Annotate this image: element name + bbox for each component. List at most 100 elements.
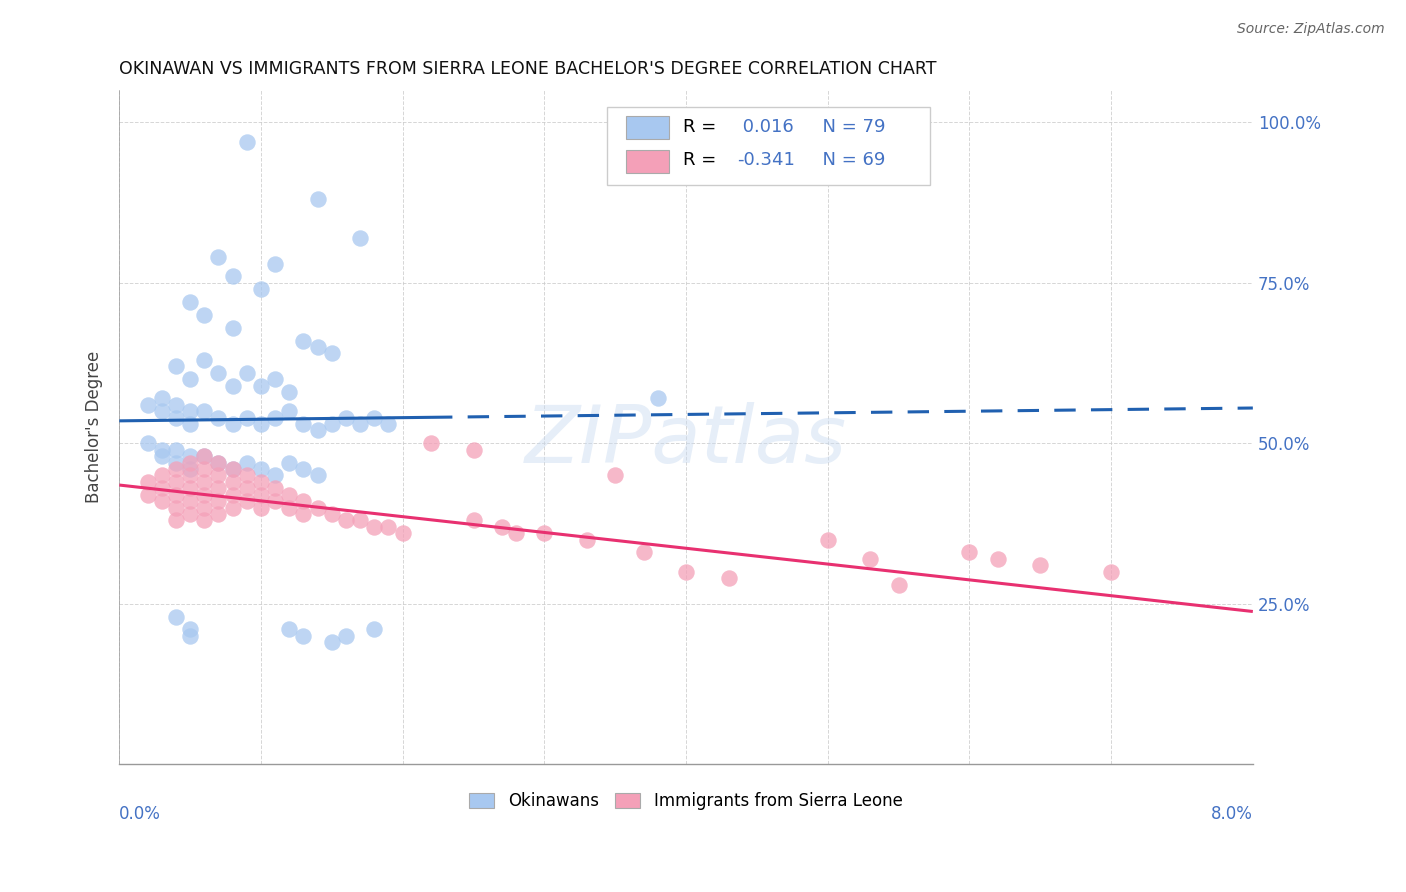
- Point: [647, 392, 669, 406]
- Point: [221, 462, 243, 476]
- Point: [150, 404, 173, 418]
- Point: [278, 623, 301, 637]
- Point: [193, 352, 215, 367]
- Text: -0.341: -0.341: [737, 152, 794, 169]
- Point: [150, 481, 173, 495]
- Point: [605, 468, 627, 483]
- Point: [292, 507, 315, 521]
- Text: R =: R =: [683, 118, 721, 136]
- Point: [349, 417, 371, 431]
- Point: [264, 372, 287, 386]
- Point: [278, 404, 301, 418]
- Point: [179, 417, 201, 431]
- Point: [321, 346, 343, 360]
- Point: [264, 410, 287, 425]
- Point: [307, 500, 329, 515]
- Point: [250, 417, 273, 431]
- Point: [377, 417, 399, 431]
- Point: [236, 494, 259, 508]
- Point: [278, 488, 301, 502]
- Point: [193, 462, 215, 476]
- Point: [150, 449, 173, 463]
- Point: [165, 398, 187, 412]
- Point: [250, 500, 273, 515]
- Point: [859, 552, 882, 566]
- Point: [278, 384, 301, 399]
- Point: [193, 404, 215, 418]
- Point: [221, 269, 243, 284]
- Point: [150, 494, 173, 508]
- Point: [292, 629, 315, 643]
- Point: [349, 513, 371, 527]
- Point: [505, 526, 527, 541]
- Point: [165, 456, 187, 470]
- Point: [179, 449, 201, 463]
- Y-axis label: Bachelor's Degree: Bachelor's Degree: [86, 351, 103, 503]
- Point: [236, 135, 259, 149]
- Text: OKINAWAN VS IMMIGRANTS FROM SIERRA LEONE BACHELOR'S DEGREE CORRELATION CHART: OKINAWAN VS IMMIGRANTS FROM SIERRA LEONE…: [120, 60, 936, 78]
- Point: [150, 392, 173, 406]
- Point: [165, 359, 187, 374]
- Point: [307, 468, 329, 483]
- Text: 0.0%: 0.0%: [120, 805, 162, 822]
- Point: [179, 623, 201, 637]
- Point: [221, 320, 243, 334]
- Point: [335, 410, 357, 425]
- Point: [193, 513, 215, 527]
- Text: N = 69: N = 69: [811, 152, 886, 169]
- Point: [207, 481, 229, 495]
- Point: [207, 468, 229, 483]
- Point: [292, 494, 315, 508]
- Point: [335, 513, 357, 527]
- Point: [264, 481, 287, 495]
- Point: [179, 494, 201, 508]
- Text: 8.0%: 8.0%: [1211, 805, 1253, 822]
- Point: [221, 475, 243, 489]
- Point: [193, 475, 215, 489]
- Point: [165, 462, 187, 476]
- Point: [150, 468, 173, 483]
- Point: [321, 635, 343, 649]
- Point: [193, 449, 215, 463]
- Point: [463, 513, 485, 527]
- FancyBboxPatch shape: [626, 150, 669, 173]
- Point: [363, 410, 385, 425]
- Point: [165, 442, 187, 457]
- Point: [321, 507, 343, 521]
- Point: [250, 488, 273, 502]
- Point: [193, 308, 215, 322]
- Point: [264, 494, 287, 508]
- Point: [207, 507, 229, 521]
- Point: [264, 256, 287, 270]
- Point: [278, 500, 301, 515]
- Point: [207, 494, 229, 508]
- Point: [136, 475, 159, 489]
- Point: [221, 417, 243, 431]
- Point: [150, 442, 173, 457]
- Point: [321, 417, 343, 431]
- Point: [307, 340, 329, 354]
- Point: [179, 507, 201, 521]
- Point: [250, 475, 273, 489]
- FancyBboxPatch shape: [626, 116, 669, 139]
- Point: [633, 545, 655, 559]
- Point: [264, 468, 287, 483]
- Text: Source: ZipAtlas.com: Source: ZipAtlas.com: [1237, 22, 1385, 37]
- Point: [236, 366, 259, 380]
- Point: [136, 436, 159, 450]
- Point: [236, 481, 259, 495]
- Point: [136, 488, 159, 502]
- Point: [179, 629, 201, 643]
- Text: ZIPatlas: ZIPatlas: [524, 401, 848, 480]
- Point: [221, 488, 243, 502]
- Point: [165, 410, 187, 425]
- Point: [179, 468, 201, 483]
- Point: [292, 417, 315, 431]
- Point: [179, 295, 201, 310]
- Point: [165, 513, 187, 527]
- Point: [236, 468, 259, 483]
- Point: [193, 500, 215, 515]
- Legend: Okinawans, Immigrants from Sierra Leone: Okinawans, Immigrants from Sierra Leone: [463, 785, 910, 816]
- Point: [420, 436, 443, 450]
- Point: [207, 366, 229, 380]
